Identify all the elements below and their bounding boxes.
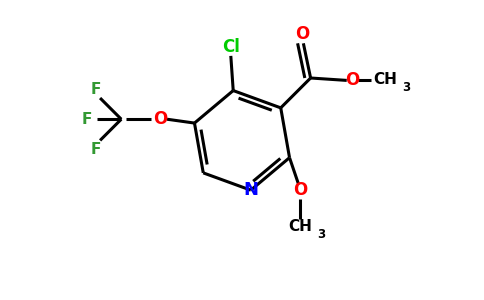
Text: N: N xyxy=(243,181,258,199)
Text: O: O xyxy=(293,182,307,200)
Text: O: O xyxy=(295,25,310,43)
Text: F: F xyxy=(82,112,92,127)
Text: F: F xyxy=(91,82,102,97)
Text: CH: CH xyxy=(373,72,397,87)
Text: Cl: Cl xyxy=(222,38,240,56)
Text: 3: 3 xyxy=(317,228,325,241)
Text: CH: CH xyxy=(288,219,312,234)
Text: O: O xyxy=(346,71,360,89)
Text: F: F xyxy=(91,142,102,157)
Text: O: O xyxy=(152,110,167,128)
Text: 3: 3 xyxy=(402,81,410,94)
